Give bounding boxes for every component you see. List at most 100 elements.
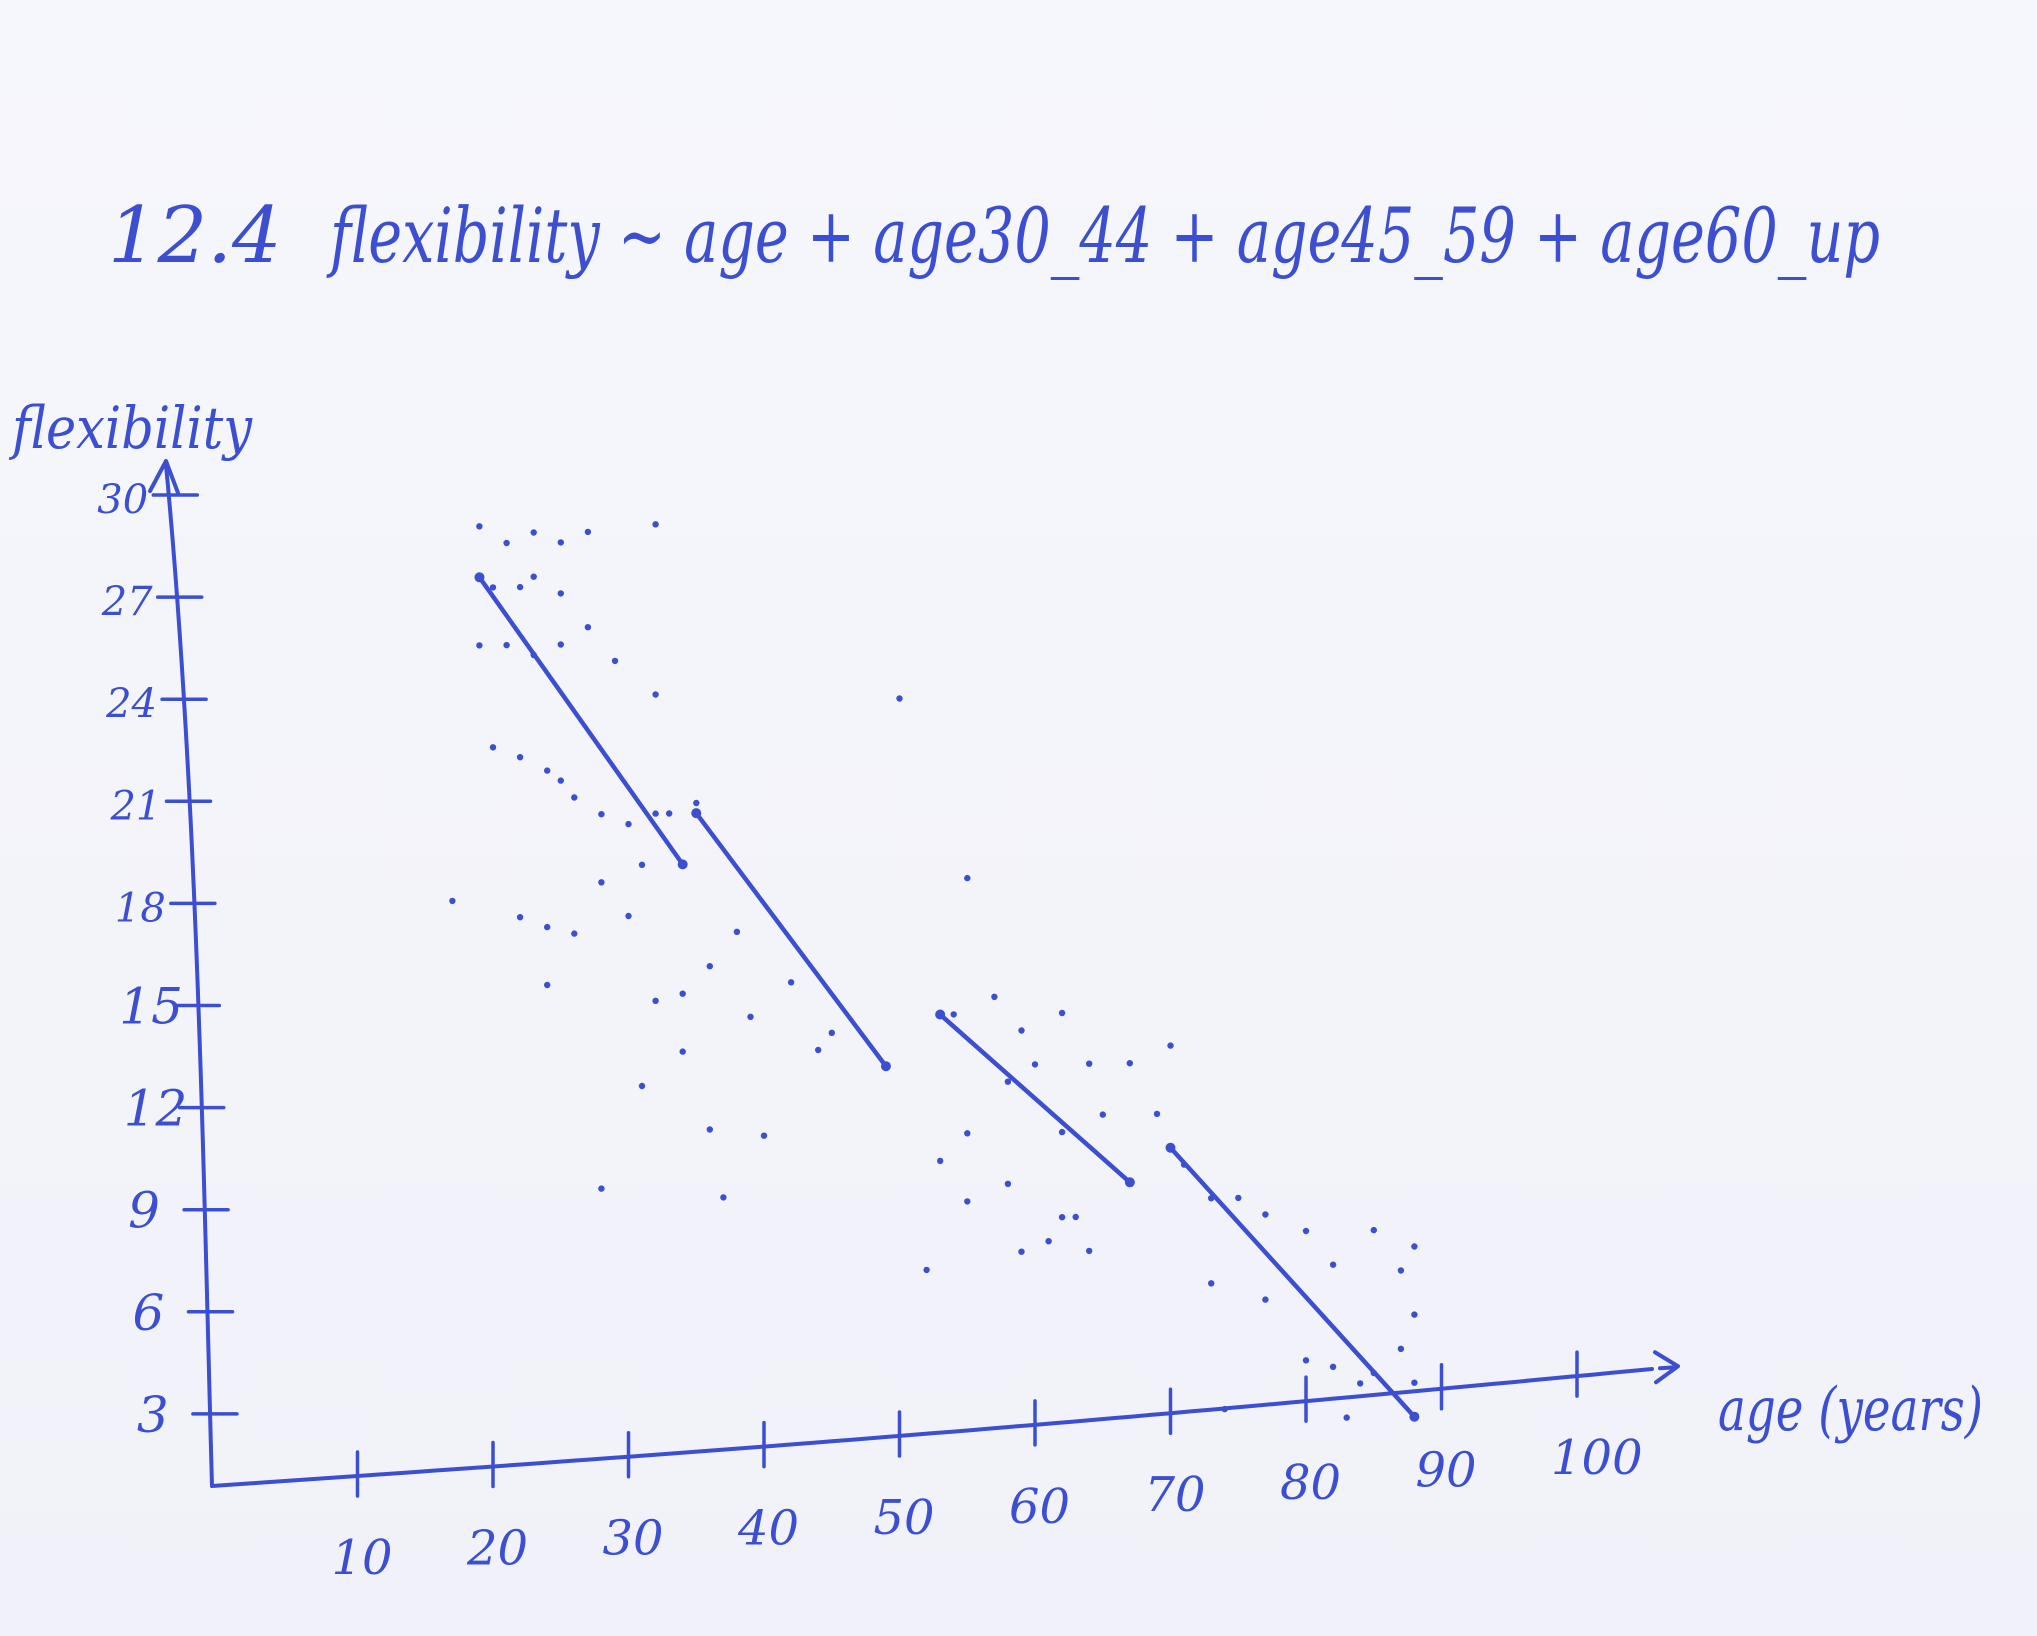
x-axis-arrowhead [1653, 1350, 1680, 1385]
data-point [1329, 1261, 1337, 1268]
data-point [1411, 1311, 1418, 1318]
data-point [557, 539, 564, 546]
data-point [964, 874, 971, 882]
x-axis-line [210, 1367, 1654, 1488]
segment-start-point [474, 572, 485, 583]
data-point [1221, 1405, 1228, 1413]
data-point [571, 794, 578, 801]
data-point [1018, 1248, 1025, 1255]
data-point [1004, 1078, 1012, 1085]
y-tick-label: 6 [132, 1284, 164, 1342]
data-point [1329, 1363, 1337, 1371]
data-points [449, 521, 1418, 1421]
data-point [625, 820, 632, 828]
data-point [1058, 1214, 1066, 1221]
data-point [1411, 1243, 1418, 1250]
data-point [557, 641, 564, 648]
y-tick-label: 24 [105, 681, 157, 727]
data-point [760, 1132, 768, 1139]
data-point [1018, 1027, 1025, 1034]
data-point [733, 928, 741, 935]
x-tick-label: 30 [603, 1511, 664, 1567]
data-point [1262, 1211, 1269, 1218]
x-tick-label: 50 [874, 1490, 935, 1546]
fitted-lines [474, 572, 1420, 1422]
y-tick-label: 18 [115, 885, 166, 931]
data-point [1058, 1128, 1066, 1136]
data-point [584, 624, 592, 631]
data-point [787, 979, 795, 986]
data-point [1208, 1280, 1215, 1287]
data-point [611, 657, 619, 665]
data-point [1397, 1345, 1405, 1353]
data-point [516, 583, 524, 591]
y-tick-label: 3 [137, 1386, 169, 1444]
segment-start-point [935, 1009, 946, 1020]
data-point [720, 1194, 727, 1201]
data-point [598, 811, 605, 818]
data-point [1072, 1213, 1079, 1221]
heading-number: 12.4 [108, 191, 282, 281]
data-point [1086, 1060, 1093, 1067]
data-point [571, 930, 578, 937]
x-axis-label: age (years) [1718, 1375, 1983, 1445]
data-point [544, 981, 551, 989]
data-point [557, 777, 564, 784]
data-point [964, 1130, 971, 1137]
ticks: 10 20 30 40 50 60 70 80 90 100 3 6 9 12 15 18 21 24 27 30 [97, 477, 1642, 1586]
segment-end-point [1124, 1177, 1135, 1188]
data-point [516, 754, 524, 761]
data-point [937, 1157, 944, 1165]
data-point [747, 1013, 754, 1020]
data-point [530, 573, 537, 580]
data-point [1045, 1238, 1052, 1245]
data-point [1126, 1060, 1134, 1067]
data-point [476, 523, 483, 530]
data-point [679, 1048, 686, 1055]
y-tick-label: 9 [128, 1182, 160, 1240]
data-point [666, 810, 673, 817]
data-point [652, 810, 659, 817]
data-point [991, 993, 998, 1000]
data-point [584, 528, 592, 536]
data-point [964, 1198, 971, 1205]
data-point [1004, 1180, 1012, 1188]
segment-end-point [677, 859, 688, 870]
data-point [1411, 1379, 1418, 1386]
data-point [679, 990, 686, 997]
data-point [1343, 1414, 1350, 1421]
data-point [896, 695, 903, 702]
data-point [1153, 1110, 1161, 1118]
y-axis-line [164, 463, 214, 1488]
heading-formula: flexibility ~ age + age30_44 + age45_59 … [326, 191, 1880, 280]
data-point [503, 641, 510, 649]
data-point [1235, 1194, 1242, 1202]
data-point [1262, 1296, 1269, 1303]
data-point [598, 1185, 605, 1192]
data-point [1357, 1380, 1364, 1387]
data-point [544, 923, 551, 931]
y-tick-label: 21 [109, 783, 161, 829]
data-point [544, 767, 551, 774]
x-tick-label: 60 [1009, 1479, 1070, 1535]
data-point [1058, 1009, 1066, 1017]
fitted-line-segment [694, 810, 889, 1069]
x-tick-label: 20 [466, 1520, 528, 1576]
heading: 12.4 flexibility ~ age + age30_44 + age4… [108, 191, 1880, 281]
segment-start-point [1165, 1142, 1176, 1153]
data-point [1167, 1042, 1174, 1049]
data-point [530, 529, 537, 536]
data-point [652, 691, 659, 698]
x-tick-label: 80 [1280, 1455, 1341, 1511]
y-tick-label: 15 [119, 978, 183, 1036]
y-tick-label: 30 [97, 477, 148, 523]
data-point [693, 799, 700, 807]
data-point [1099, 1111, 1107, 1118]
data-point [828, 1029, 835, 1037]
data-point [598, 879, 605, 886]
fitted-line-segment [1168, 1145, 1417, 1419]
data-point [923, 1266, 930, 1274]
segment-end-point [1409, 1411, 1420, 1422]
data-point [638, 861, 646, 868]
